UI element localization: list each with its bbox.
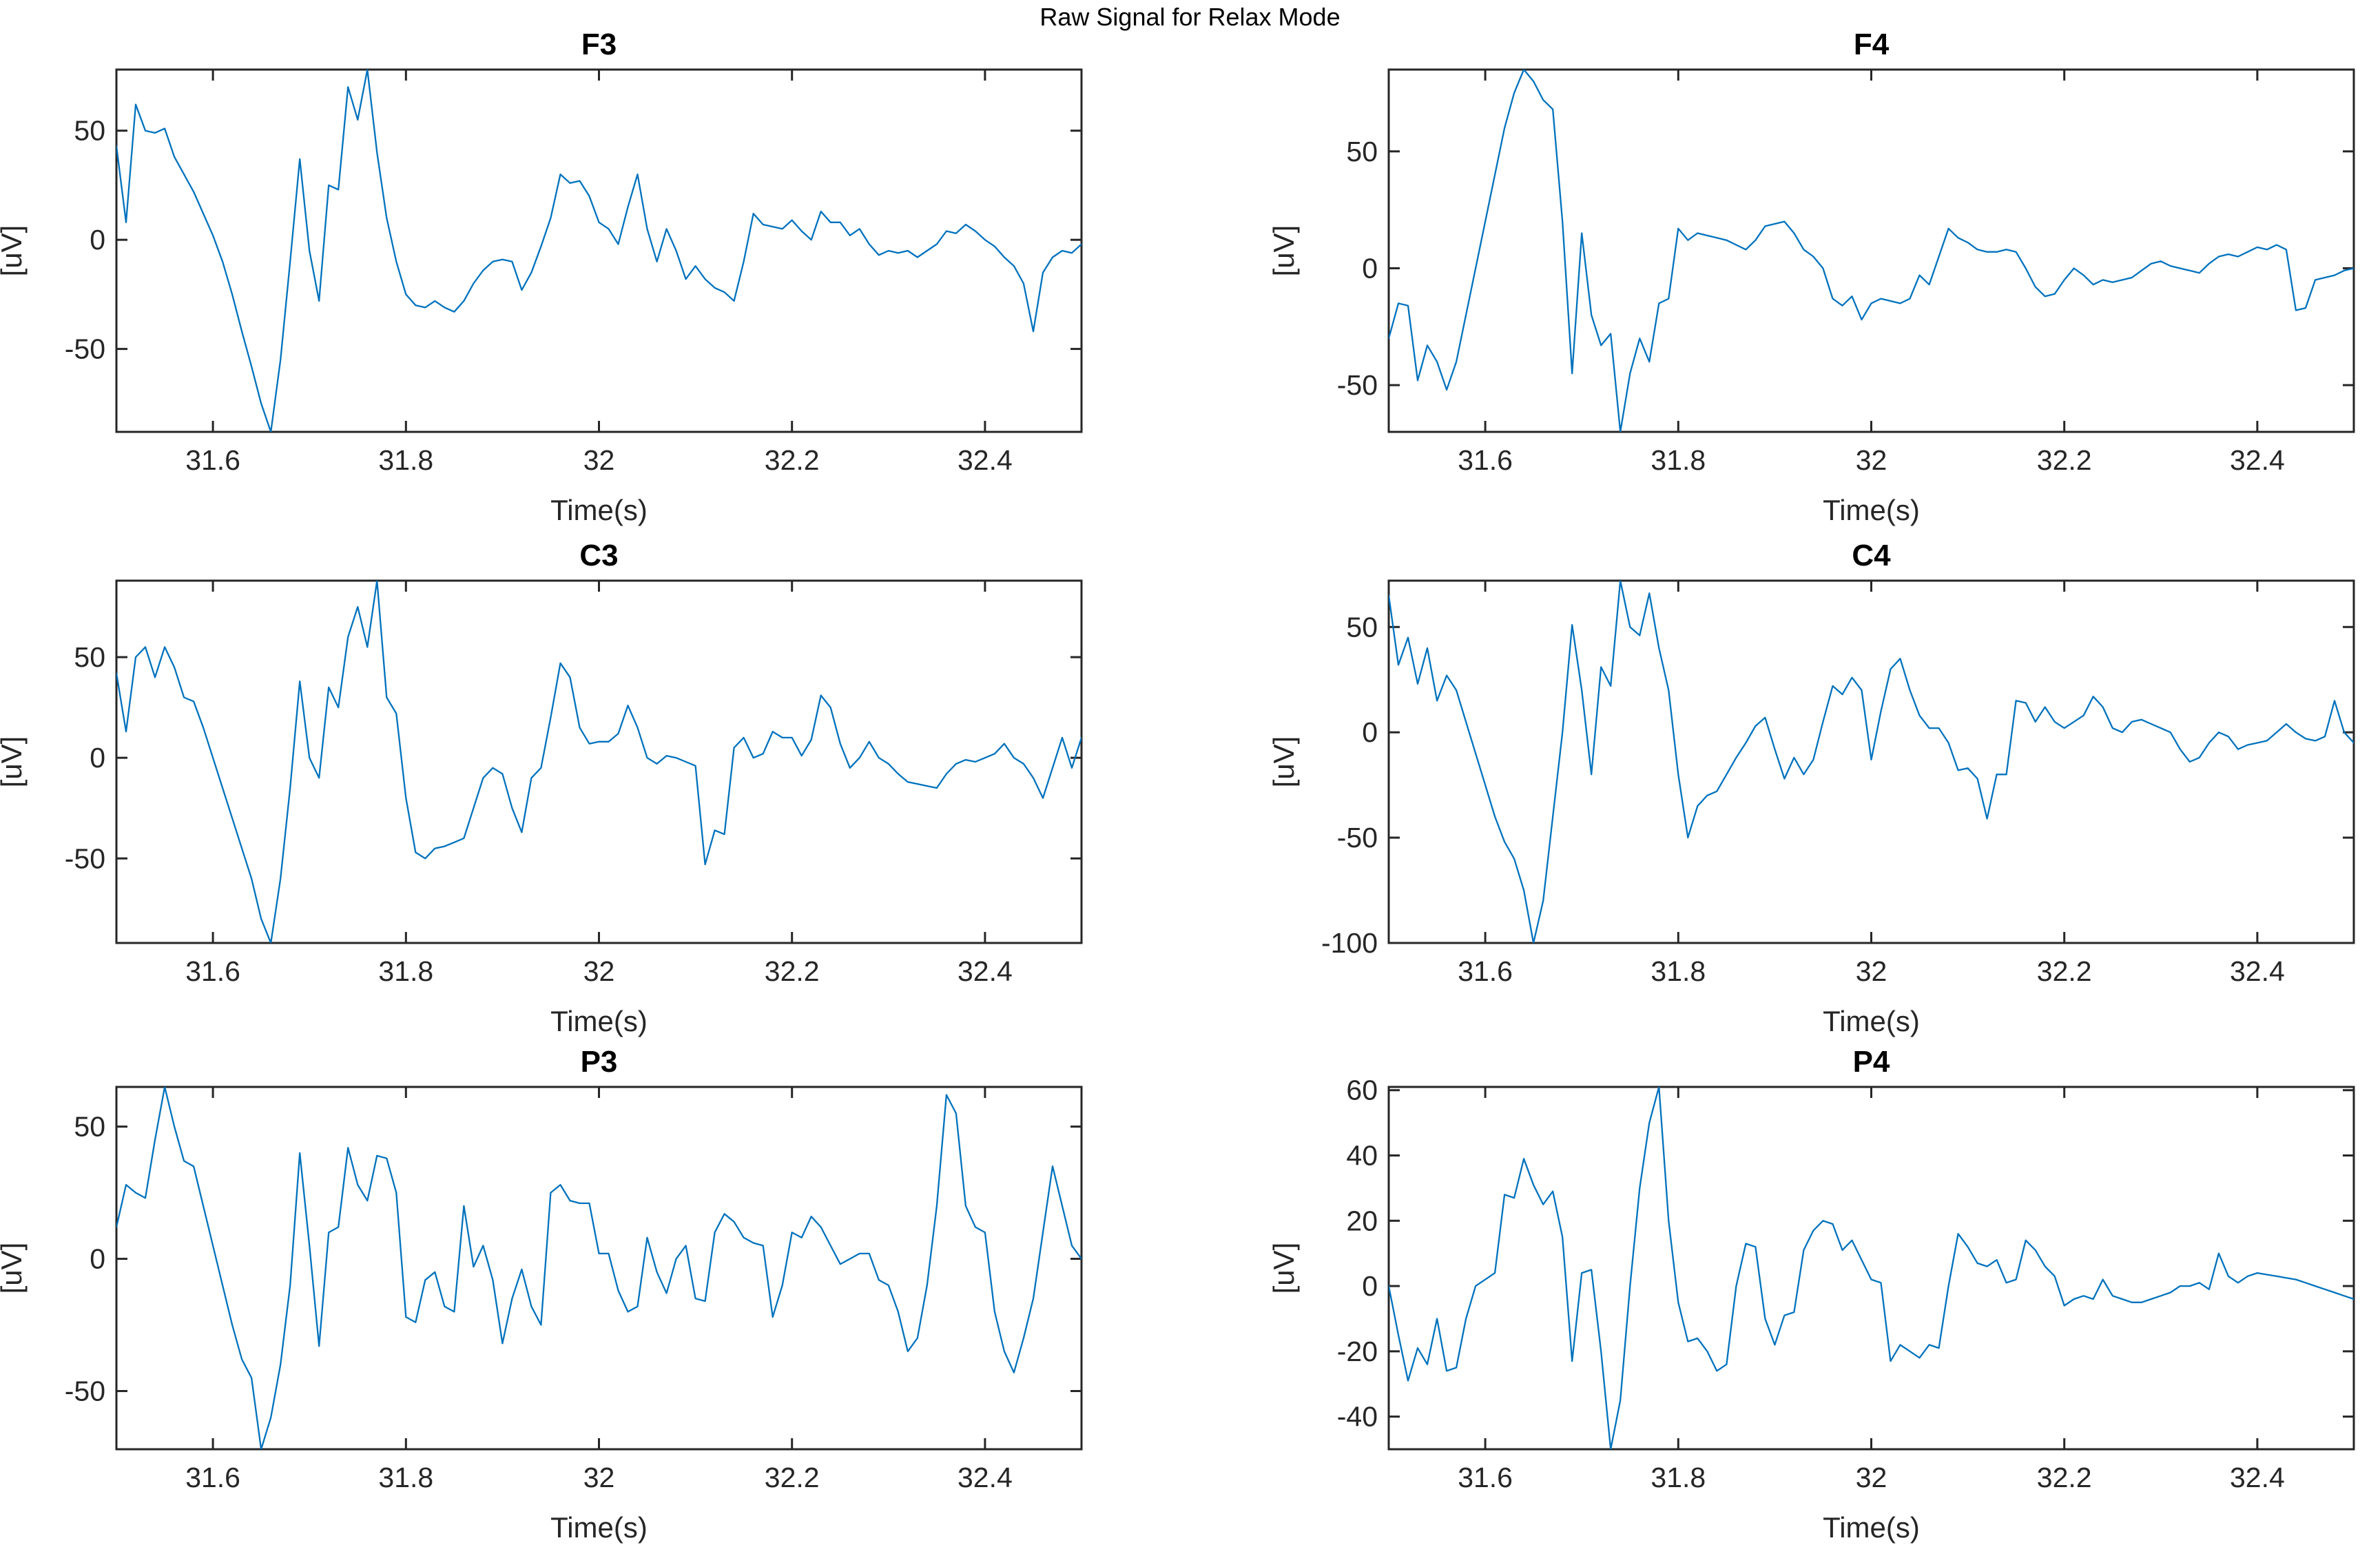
x-tick-label: 31.6 xyxy=(185,955,240,987)
y-tick-label: 50 xyxy=(74,115,105,147)
y-axis-label-C4: [uV] xyxy=(1267,736,1300,788)
subplot-F3: 31.6 31.8 32 32.2 32.4 -50 0 50 F3 Time(s) [uV] xyxy=(0,28,1083,526)
x-tick-label: 32 xyxy=(583,1462,615,1493)
y-tick-label: -50 xyxy=(65,842,105,874)
y-tick-label: 50 xyxy=(1346,136,1378,167)
y-tick-label: 20 xyxy=(1346,1205,1378,1236)
x-axis-label-P4: Time(s) xyxy=(1823,1511,1920,1544)
x-tick-label: 32 xyxy=(1856,955,1887,987)
x-tick-label: 31.8 xyxy=(378,1462,433,1493)
x-tick-label: 32.4 xyxy=(958,444,1013,476)
x-tick-label: 32.2 xyxy=(2037,955,2092,987)
y-tick-label: -50 xyxy=(65,1376,105,1407)
x-tick-label: 31.8 xyxy=(378,955,433,987)
x-tick-label: 32 xyxy=(1856,444,1887,476)
x-axis-label-C4: Time(s) xyxy=(1823,1005,1920,1037)
x-tick-label: 32.2 xyxy=(2037,1462,2092,1493)
x-tick-label: 31.6 xyxy=(185,1462,240,1493)
y-tick-label: 0 xyxy=(1362,252,1378,284)
y-tick-label: 40 xyxy=(1346,1140,1378,1172)
subplot-title-P3: P3 xyxy=(581,1045,618,1079)
subplot-title-P4: P4 xyxy=(1853,1045,1890,1079)
x-tick-label: 31.8 xyxy=(1651,955,1706,987)
x-axis-label-P3: Time(s) xyxy=(550,1511,648,1544)
y-tick-label: 0 xyxy=(1362,1270,1378,1302)
x-tick-label: 31.8 xyxy=(378,444,433,476)
signal-line-P3 xyxy=(116,1087,1082,1449)
axes-box-C4 xyxy=(1387,579,2355,944)
x-tick-label: 32.4 xyxy=(2230,444,2285,476)
axes-box-F4 xyxy=(1387,68,2355,433)
x-tick-label: 31.6 xyxy=(1458,955,1513,987)
y-axis-label-P3: [uV] xyxy=(0,1243,28,1294)
x-tick-label: 32.4 xyxy=(2230,1462,2285,1493)
x-axis-label-F4: Time(s) xyxy=(1823,494,1920,526)
x-tick-label: 32.2 xyxy=(765,444,820,476)
x-tick-label: 32.2 xyxy=(2037,444,2092,476)
y-axis-label-C3: [uV] xyxy=(0,736,28,788)
x-axis-label-F3: Time(s) xyxy=(550,494,648,526)
subplot-P4: 31.6 31.8 32 32.2 32.4 -40 -20 0 20 40 60 P4 Time(s)… xyxy=(1267,1045,2355,1544)
x-tick-label: 31.6 xyxy=(185,444,240,476)
x-tick-label: 32 xyxy=(583,444,615,476)
y-tick-label: 0 xyxy=(90,742,105,774)
x-tick-label: 32 xyxy=(583,955,615,987)
y-tick-label: -100 xyxy=(1321,927,1378,959)
signal-line-F4 xyxy=(1389,70,2354,432)
y-axis-label-F3: [uV] xyxy=(0,225,28,277)
y-tick-label: 0 xyxy=(90,1243,105,1275)
x-tick-label: 31.6 xyxy=(1458,1462,1513,1493)
y-tick-label: -40 xyxy=(1337,1401,1378,1433)
y-axis-label-P4: [uV] xyxy=(1267,1243,1300,1294)
y-tick-label: 50 xyxy=(74,1111,105,1143)
y-tick-label: 60 xyxy=(1346,1075,1378,1106)
y-tick-label: 0 xyxy=(1362,716,1378,748)
x-tick-label: 31.8 xyxy=(1651,444,1706,476)
x-tick-label: 32.4 xyxy=(958,955,1013,987)
subplot-title-C4: C4 xyxy=(1852,539,1891,572)
x-tick-label: 31.8 xyxy=(1651,1462,1706,1493)
y-tick-label: 50 xyxy=(74,641,105,673)
y-tick-label: 50 xyxy=(1346,611,1378,643)
signal-line-P4 xyxy=(1389,1087,2354,1449)
signal-line-F3 xyxy=(116,70,1082,432)
axes-box-P4 xyxy=(1387,1086,2355,1451)
x-tick-label: 32.4 xyxy=(958,1462,1013,1493)
subplot-C4: 31.6 31.8 32 32.2 32.4 -100 -50 0 50 C4 Time(s) [uV… xyxy=(1267,539,2355,1037)
signal-line-C4 xyxy=(1389,581,2354,943)
x-axis-label-C3: Time(s) xyxy=(550,1005,648,1037)
x-tick-label: 32 xyxy=(1856,1462,1887,1493)
axes-box-F3 xyxy=(115,68,1083,433)
subplot-title-F3: F3 xyxy=(581,28,617,61)
signal-line-C3 xyxy=(116,581,1082,943)
subplot-title-C3: C3 xyxy=(579,539,618,572)
y-tick-label: 0 xyxy=(90,224,105,256)
axes-box-C3 xyxy=(115,579,1083,944)
y-tick-label: -50 xyxy=(1337,369,1378,401)
figure-title: Raw Signal for Relax Mode xyxy=(1039,3,1341,31)
y-tick-label: -50 xyxy=(1337,822,1378,853)
subplot-C3: 31.6 31.8 32 32.2 32.4 -50 0 50 C3 Time(s) [uV] xyxy=(0,539,1083,1037)
y-axis-label-F4: [uV] xyxy=(1267,225,1300,277)
x-tick-label: 31.6 xyxy=(1458,444,1513,476)
subplot-title-F4: F4 xyxy=(1854,28,1890,61)
axes-box-P3 xyxy=(115,1086,1083,1451)
subplot-F4: 31.6 31.8 32 32.2 32.4 -50 0 50 F4 Time(s) [uV] xyxy=(1267,28,2355,526)
y-tick-label: -50 xyxy=(65,333,105,365)
x-tick-label: 32.2 xyxy=(765,955,820,987)
x-tick-label: 32.2 xyxy=(765,1462,820,1493)
x-tick-label: 32.4 xyxy=(2230,955,2285,987)
subplot-P3: 31.6 31.8 32 32.2 32.4 -50 0 50 P3 Time(s) [uV] xyxy=(0,1045,1083,1544)
y-tick-label: -20 xyxy=(1337,1336,1378,1367)
